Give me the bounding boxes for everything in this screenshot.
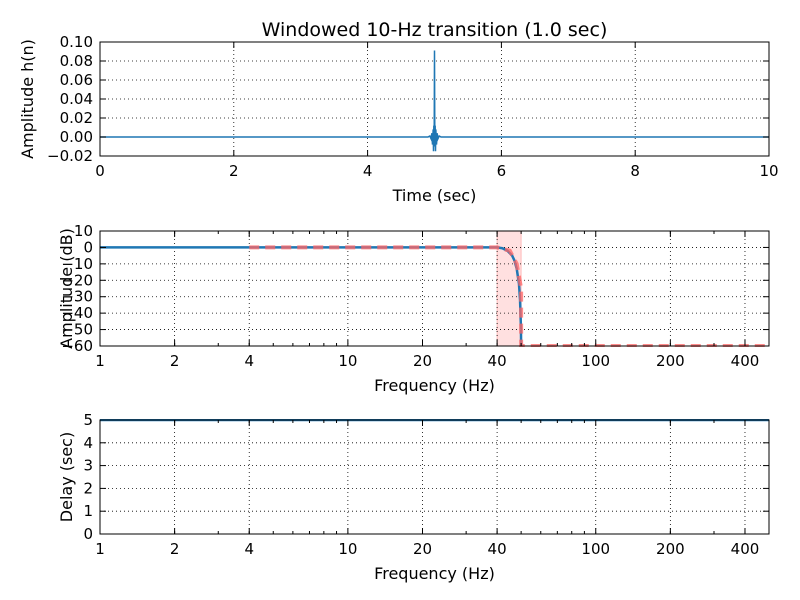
y-tick-label: 2 <box>83 479 93 497</box>
y-tick-label: 10 <box>74 222 93 240</box>
y-tick-label: 0.02 <box>60 109 93 127</box>
y-tick-label: −60 <box>61 337 93 355</box>
x-tick-label: 1 <box>95 540 105 558</box>
x-tick-label: 200 <box>656 540 685 558</box>
x-tick-label: 2 <box>170 540 180 558</box>
y-tick-label: −20 <box>61 271 93 289</box>
x-tick-label: 400 <box>731 352 760 370</box>
x-tick-label: 2 <box>229 162 239 180</box>
x-tick-label: 6 <box>497 162 507 180</box>
y-axis-label: Amplitude (dB) <box>57 228 76 349</box>
y-tick-label: 0.10 <box>60 33 93 51</box>
y-tick-label: 0.00 <box>60 128 93 146</box>
chart-title: Windowed 10-Hz transition (1.0 sec) <box>262 19 608 41</box>
x-tick-label: 100 <box>581 352 610 370</box>
x-tick-label: 200 <box>656 352 685 370</box>
x-tick-label: 20 <box>413 540 432 558</box>
y-tick-label: −50 <box>61 321 93 339</box>
y-axis-label: Delay (sec) <box>57 432 76 522</box>
x-tick-label: 10 <box>759 162 778 180</box>
y-tick-label: 0.08 <box>60 52 93 70</box>
y-tick-label: −10 <box>61 255 93 273</box>
y-tick-label: 5 <box>83 411 93 429</box>
axes-frame <box>99 230 770 347</box>
series-line-0 <box>100 246 523 347</box>
y-tick-label: −0.02 <box>47 147 93 165</box>
x-tick-label: 20 <box>413 352 432 370</box>
time-domain-axes: 0 2 4 6 8 10 −0.020.000.020.040.060.080.10 Time… <box>18 19 779 205</box>
axes-frame <box>99 419 770 535</box>
y-tick-label: 0 <box>83 525 93 543</box>
x-tick-label: 4 <box>244 352 254 370</box>
y-tick-label: 3 <box>83 457 93 475</box>
x-tick-label: 8 <box>630 162 640 180</box>
y-tick-label: 4 <box>83 434 93 452</box>
y-axis-label: Amplitude h(n) <box>18 39 37 159</box>
series-line-0 <box>100 50 769 152</box>
x-tick-label: 40 <box>488 352 507 370</box>
y-tick-label: −40 <box>61 304 93 322</box>
y-tick-label: 1 <box>83 502 93 520</box>
x-tick-label: 2 <box>170 352 180 370</box>
y-tick-label: −30 <box>61 288 93 306</box>
x-axis-label: Time (sec) <box>392 186 477 205</box>
x-tick-label: 10 <box>338 540 357 558</box>
x-tick-label: 40 <box>488 540 507 558</box>
y-tick-label: 0.06 <box>60 71 93 89</box>
x-tick-label: 10 <box>338 352 357 370</box>
y-tick-label: 0 <box>83 238 93 256</box>
x-tick-label: 4 <box>363 162 373 180</box>
x-tick-label: 0 <box>95 162 105 180</box>
x-axis-label: Frequency (Hz) <box>374 376 495 395</box>
x-axis-label: Frequency (Hz) <box>374 564 495 583</box>
x-tick-label: 100 <box>581 540 610 558</box>
x-tick-label: 1 <box>95 352 105 370</box>
x-tick-label: 400 <box>731 540 760 558</box>
y-tick-label: 0.04 <box>60 90 93 108</box>
magnitude-response-axes: 1 2 4 10 20 40 100 200 400−60−50−40−30−20−10010F… <box>57 222 770 395</box>
x-tick-label: 4 <box>244 540 254 558</box>
